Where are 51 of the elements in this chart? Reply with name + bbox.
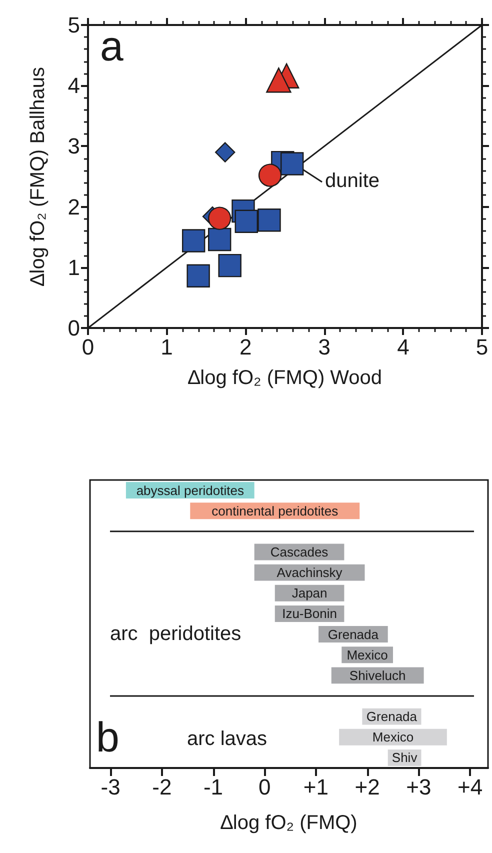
x-tick-label: 0 <box>258 774 271 800</box>
category-label: Shiv <box>392 750 418 766</box>
x-tick-label: 2 <box>239 334 252 360</box>
category-label: Cascades <box>270 544 328 560</box>
x-tick-label: 5 <box>476 334 488 360</box>
point <box>215 142 236 162</box>
category-label: Izu-Bonin <box>282 606 338 622</box>
point <box>186 264 210 288</box>
bar <box>339 728 447 746</box>
category-label: Avachinsky <box>276 565 342 580</box>
x-tick-label: 1 <box>160 334 173 360</box>
y-tick-label: 3 <box>68 134 80 159</box>
y-tick-label: 4 <box>68 73 80 98</box>
x-tick-label: -3 <box>100 774 120 800</box>
point <box>208 206 232 230</box>
category-label: Mexico <box>346 647 388 662</box>
y-tick-label: 0 <box>68 316 80 340</box>
category-label: Japan <box>292 586 328 601</box>
category-label: continental peridotites <box>212 503 338 518</box>
point <box>218 254 242 278</box>
point <box>258 208 281 232</box>
category-label: Mexico <box>372 730 414 745</box>
x-tick-label: +3 <box>406 774 432 800</box>
category-label: abyssal peridotites <box>136 482 244 498</box>
annotation: arc lavas <box>187 728 268 750</box>
category-label: Shiveluch <box>349 668 406 683</box>
point <box>208 228 232 252</box>
y-axis-title: ∆log fO₂ (FMQ) Ballhaus <box>27 67 49 286</box>
x-tick-label: +4 <box>457 774 483 800</box>
x-tick-label: 4 <box>397 334 410 360</box>
point <box>182 229 206 252</box>
x-tick-label: +1 <box>303 774 329 800</box>
annotation: b <box>96 713 120 760</box>
point <box>266 68 292 93</box>
x-tick-label: 3 <box>318 334 331 360</box>
annotation: dunite <box>325 170 380 192</box>
annotation: a <box>100 22 124 70</box>
x-tick-label: +2 <box>354 774 380 800</box>
y-tick-label: 5 <box>68 12 80 38</box>
annotation: arc peridotites <box>110 623 242 645</box>
point <box>234 210 258 233</box>
x-axis-title: ∆log fO₂ (FMQ) Wood <box>188 367 382 389</box>
x-tick-label: -1 <box>203 774 224 800</box>
point <box>280 152 304 176</box>
x-axis-title: ∆log fO₂ (FMQ) <box>220 812 358 834</box>
point <box>258 164 282 187</box>
category-label: Grenada <box>366 709 418 724</box>
y-tick-label: 2 <box>68 194 80 220</box>
category-label: Grenada <box>328 626 378 642</box>
x-tick-label: -2 <box>152 774 172 800</box>
y-tick-label: 1 <box>68 254 80 280</box>
